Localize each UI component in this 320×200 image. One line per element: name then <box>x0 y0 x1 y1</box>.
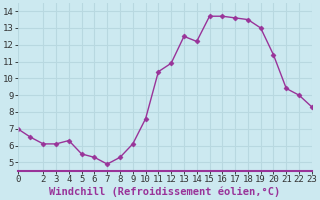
X-axis label: Windchill (Refroidissement éolien,°C): Windchill (Refroidissement éolien,°C) <box>49 187 280 197</box>
